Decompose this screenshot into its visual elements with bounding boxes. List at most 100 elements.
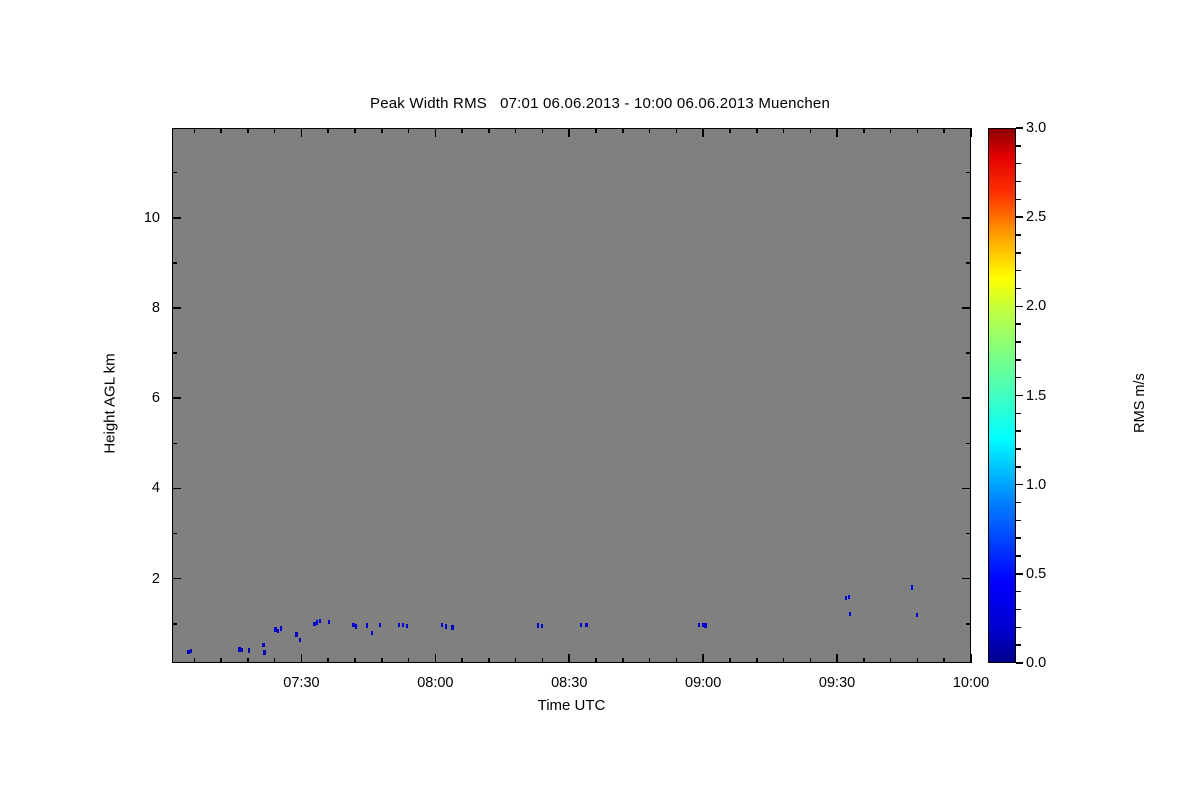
y-tick-minor-right	[966, 622, 971, 625]
data-point	[697, 622, 700, 628]
x-tick-minor	[247, 658, 249, 663]
x-tick-major-top	[702, 128, 704, 137]
data-point	[313, 621, 316, 627]
colorbar-tick	[1016, 483, 1023, 486]
data-point	[295, 632, 298, 637]
x-tick-minor-top	[193, 128, 196, 133]
x-tick-minor	[514, 658, 517, 663]
x-tick-major	[568, 654, 571, 663]
x-tick-minor	[675, 658, 678, 663]
y-tick-major	[172, 216, 181, 219]
x-tick-minor	[541, 658, 544, 663]
x-tick-minor-top	[380, 128, 383, 133]
x-tick-minor	[595, 658, 597, 663]
colorbar-tick-label: 1.5	[1026, 387, 1047, 404]
x-tick-minor	[354, 658, 356, 663]
colorbar-tick-minor	[1016, 412, 1021, 415]
y-tick-minor	[172, 622, 177, 625]
colorbar-tick	[1016, 394, 1023, 397]
y-tick-minor-right	[966, 352, 971, 354]
y-tick-major	[172, 487, 181, 490]
colorbar-tick-minor	[1016, 376, 1021, 379]
colorbar-tick	[1016, 305, 1023, 308]
x-tick-minor-top	[354, 128, 356, 133]
y-tick-major-right	[962, 487, 971, 490]
x-tick-label: 08:00	[417, 675, 454, 691]
x-axis-label: Time UTC	[537, 697, 606, 714]
colorbar[interactable]: 0.0 0.5 1.0 1.5 2.0 2.5 3.0	[988, 120, 1046, 671]
data-point	[187, 649, 190, 655]
x-tick-label: 09:00	[685, 675, 722, 691]
data-point	[401, 622, 405, 627]
y-tick-label: 10	[143, 209, 160, 226]
colorbar-tick-minor	[1016, 644, 1021, 646]
x-tick-minor	[782, 658, 785, 663]
data-point	[370, 630, 374, 636]
colorbar-gradient	[988, 128, 1016, 663]
x-tick-minor	[461, 658, 463, 663]
colorbar-tick-minor	[1016, 162, 1021, 165]
x-tick-minor	[755, 658, 758, 663]
x-tick-label: 07:30	[283, 675, 320, 691]
scatter-data-layer	[173, 129, 970, 662]
data-point	[262, 642, 265, 648]
x-tick-minor-top	[809, 128, 812, 133]
colorbar-tick-minor	[1016, 341, 1021, 343]
colorbar-tick-minor	[1016, 269, 1021, 272]
y-tick-label: 2	[151, 570, 160, 587]
x-tick-major	[300, 654, 303, 663]
data-point	[397, 622, 401, 628]
x-tick-minor-top	[729, 128, 731, 133]
colorbar-tick-label: 0.0	[1026, 655, 1047, 671]
x-tick-minor	[809, 658, 812, 663]
y-tick-minor-right	[966, 262, 971, 264]
data-point	[540, 623, 544, 629]
y-tick-minor	[172, 352, 177, 354]
x-tick-minor-top	[622, 128, 624, 133]
x-tick-minor-top	[595, 128, 597, 133]
data-point	[440, 622, 443, 628]
x-tick-minor	[889, 658, 892, 663]
x-tick-minor	[622, 658, 624, 663]
colorbar-tick-minor	[1016, 287, 1021, 290]
y-tick-major	[172, 577, 181, 580]
colorbar-tick-label: 2.5	[1026, 209, 1047, 226]
y-tick-major-right	[962, 577, 971, 580]
y-tick-major	[172, 397, 181, 399]
data-point	[274, 627, 277, 632]
x-tick-minor-top	[273, 128, 276, 133]
data-point	[451, 625, 454, 630]
plot-area[interactable]	[172, 128, 971, 663]
x-tick-minor-top	[327, 128, 330, 133]
x-tick-major-top	[568, 128, 571, 137]
x-tick-minor	[380, 658, 383, 663]
y-tick-minor-right	[966, 532, 971, 535]
x-tick-major-top	[836, 128, 838, 137]
y-tick-label: 6	[151, 390, 160, 407]
x-tick-minor	[648, 658, 651, 663]
x-tick-major-top	[434, 128, 437, 137]
y-tick-minor	[172, 171, 177, 174]
x-tick-minor-top	[514, 128, 517, 133]
y-tick-minor	[172, 532, 177, 535]
colorbar-tick-minor	[1016, 501, 1021, 504]
data-point	[536, 623, 540, 628]
colorbar-tick-minor	[1016, 180, 1021, 183]
y-tick-minor	[172, 442, 177, 445]
colorbar-tick-label: 1.0	[1026, 476, 1047, 493]
x-tick-minor-top	[407, 128, 410, 133]
colorbar-tick	[1016, 216, 1023, 218]
x-tick-minor-top	[541, 128, 544, 133]
data-point	[405, 623, 409, 629]
data-point	[579, 622, 583, 627]
x-tick-minor	[863, 658, 865, 663]
x-tick-minor-top	[461, 128, 463, 133]
y-tick-major-right	[962, 397, 971, 399]
x-tick-minor	[488, 658, 490, 663]
data-point	[585, 622, 588, 627]
x-tick-minor-top	[648, 128, 651, 133]
y-tick-major	[172, 307, 181, 309]
x-tick-major	[702, 654, 704, 663]
data-point	[298, 637, 301, 643]
